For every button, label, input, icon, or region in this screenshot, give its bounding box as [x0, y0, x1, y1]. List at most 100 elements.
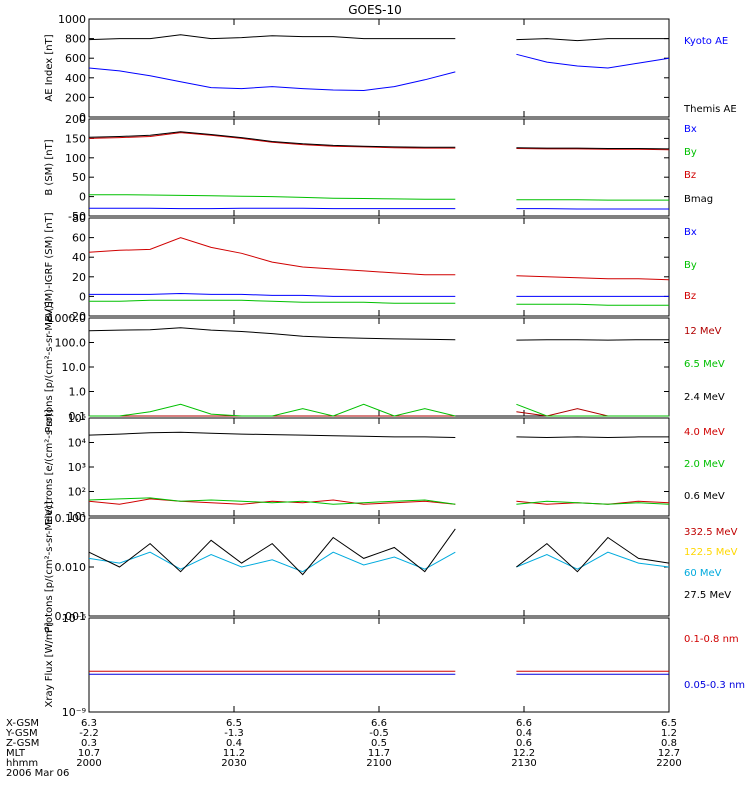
- panel-frame: [88, 18, 670, 118]
- y-tick-label: 0: [79, 111, 86, 124]
- ephemeris-row-label: X-GSM: [6, 718, 39, 729]
- y-tick-label: 0.010: [55, 561, 87, 574]
- y-axis-label: Protons [p/(cm²-s-sr-MeV)]: [44, 501, 55, 633]
- y-tick-label: 10¹: [68, 510, 86, 523]
- series-line: [89, 194, 456, 200]
- legend-label: Themis AE: [683, 104, 737, 115]
- y-tick-label: 200: [65, 91, 86, 104]
- y-tick-label: 0.001: [55, 610, 87, 623]
- legend-label: 6.5 MeV: [684, 359, 725, 370]
- y-tick-label: 100: [65, 152, 86, 165]
- legend-label: 2.4 MeV: [684, 392, 725, 403]
- ephemeris-value: 11.7: [368, 748, 390, 759]
- ephemeris-row-label: Z-GSM: [6, 738, 39, 749]
- legend-label: Bz: [684, 291, 696, 302]
- legend-label: Bx: [684, 124, 697, 135]
- ephemeris-row-label: hhmm: [6, 758, 38, 769]
- ephemeris-value: 6.6: [371, 718, 387, 729]
- series-line: [88, 431, 456, 438]
- panel-frame: [88, 317, 670, 417]
- ephemeris-value: 2100: [366, 758, 391, 769]
- series-line: [516, 38, 669, 42]
- legend-label: 0.6 MeV: [684, 491, 725, 502]
- y-tick-label: 600: [65, 52, 86, 65]
- series-line: [516, 303, 669, 306]
- y-tick-label: 0: [79, 191, 86, 204]
- series-line: [516, 53, 670, 69]
- y-tick-label: 0: [79, 290, 86, 303]
- y-tick-label: -50: [68, 210, 86, 223]
- y-tick-label: 10⁻⁹: [62, 706, 86, 719]
- ephemeris-value: 6.5: [661, 718, 677, 729]
- series-line: [89, 403, 456, 417]
- ephemeris-row-label: Y-GSM: [5, 728, 38, 739]
- y-axis-label: AE Index [nT]: [44, 34, 55, 101]
- series-line: [88, 131, 456, 148]
- series-line: [516, 408, 669, 417]
- y-tick-label: 10²: [68, 486, 86, 499]
- series-line: [88, 551, 456, 573]
- series-line: [88, 132, 456, 149]
- y-tick-label: 10⁵: [68, 412, 86, 425]
- ephemeris-value: 0.5: [371, 738, 387, 749]
- y-tick-label: 1.0: [69, 386, 87, 399]
- y-tick-label: 400: [65, 72, 86, 85]
- y-axis-label: Xray Flux [W/m²]: [44, 622, 55, 707]
- ephemeris-value: 1.2: [661, 728, 677, 739]
- y-tick-label: 800: [65, 33, 86, 46]
- series-line: [88, 327, 456, 341]
- legend-label: Bz: [684, 170, 696, 181]
- series-line: [88, 498, 456, 505]
- series-line: [88, 67, 456, 92]
- y-tick-label: 1000: [58, 13, 86, 26]
- legend-label: Bx: [684, 227, 697, 238]
- y-tick-label: 100.0: [55, 337, 87, 350]
- y-tick-label: 60: [72, 232, 86, 245]
- y-tick-label: -20: [68, 310, 86, 323]
- series-line: [88, 497, 456, 505]
- legend-label: By: [684, 260, 697, 271]
- ephemeris-value: 0.3: [81, 738, 97, 749]
- y-tick-label: 1000.0: [48, 312, 87, 325]
- legend-label: 332.5 MeV: [684, 527, 738, 538]
- y-tick-label: 10⁴: [68, 437, 87, 450]
- y-tick-label: 10.0: [62, 361, 87, 374]
- ephemeris-value: 0.8: [661, 738, 677, 749]
- ephemeris-value: 2030: [221, 758, 246, 769]
- ephemeris-value: 6.3: [81, 718, 97, 729]
- ephemeris-value: 12.7: [658, 748, 680, 759]
- y-tick-label: 0.100: [55, 512, 87, 525]
- ephemeris-value: 0.4: [226, 738, 242, 749]
- series-line: [88, 237, 456, 276]
- y-tick-label: 200: [65, 113, 86, 126]
- series-line: [88, 34, 456, 41]
- ephemeris-row-label: MLT: [6, 748, 26, 759]
- y-tick-label: 0.1: [69, 410, 87, 423]
- legend-label: 0.1-0.8 nm: [684, 634, 739, 645]
- legend-label: 4.0 MeV: [684, 427, 725, 438]
- ephemeris-value: 0.4: [516, 728, 532, 739]
- legend-label: 0.05-0.3 nm: [684, 680, 745, 691]
- y-tick-label: 20: [72, 271, 86, 284]
- ephemeris-value: 2000: [76, 758, 101, 769]
- legend-label: Kyoto AE: [684, 36, 728, 47]
- series-line: [516, 148, 670, 151]
- ephemeris-value: 10.7: [78, 748, 100, 759]
- series-line: [89, 299, 456, 304]
- series-line: [516, 536, 670, 573]
- y-tick-label: 10⁻⁶: [62, 612, 87, 625]
- legend-label: Bmag: [684, 194, 713, 205]
- ephemeris-row-label: 2006 Mar 06: [6, 768, 69, 779]
- legend-label: 12 MeV: [684, 326, 722, 337]
- y-axis-label: Electrons [e/(cm²-s-sr)]: [44, 409, 55, 525]
- series-line: [89, 292, 456, 297]
- ephemeris-value: 6.5: [226, 718, 242, 729]
- legend-label: By: [684, 147, 697, 158]
- ephemeris-value: 0.6: [516, 738, 532, 749]
- series-line: [516, 500, 670, 505]
- ephemeris-value: 2200: [656, 758, 681, 769]
- ephemeris-value: 12.2: [513, 748, 535, 759]
- legend-label: 27.5 MeV: [684, 590, 731, 601]
